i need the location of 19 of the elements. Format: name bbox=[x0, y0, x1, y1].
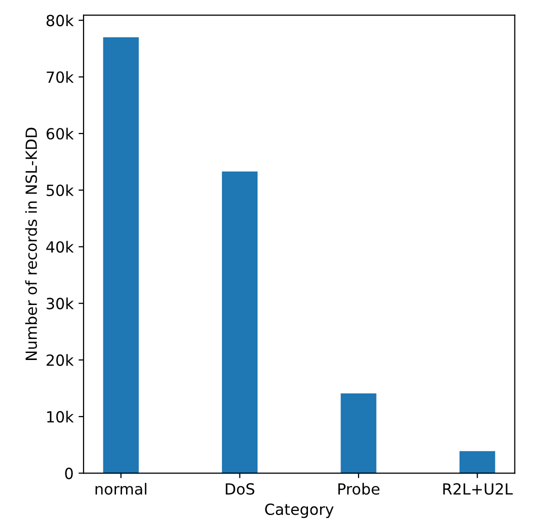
y-tick-label: 20k bbox=[46, 354, 74, 366]
x-tick-label: Probe bbox=[338, 482, 380, 495]
bar bbox=[340, 393, 376, 474]
x-tick-label: normal bbox=[96, 482, 146, 495]
y-tick-label: 30k bbox=[46, 298, 74, 310]
y-tick-label: 80k bbox=[46, 14, 74, 26]
x-tick-label: DoS bbox=[226, 483, 254, 495]
bar bbox=[460, 451, 496, 474]
y-tick-label: 70k bbox=[46, 71, 74, 83]
y-tick-label: 10k bbox=[47, 410, 74, 423]
x-tick-label: R2L+U2L bbox=[443, 483, 513, 495]
y-tick-label: 40k bbox=[46, 240, 74, 253]
bar bbox=[103, 37, 139, 474]
x-axis-title: Category bbox=[265, 504, 334, 518]
bar bbox=[222, 171, 258, 474]
y-tick-label: 0 bbox=[65, 468, 73, 480]
y-tick-label: 60k bbox=[46, 128, 74, 140]
y-tick-label: 50k bbox=[46, 184, 74, 196]
y-axis-title: Number of records in NSL-KDD bbox=[25, 128, 38, 360]
